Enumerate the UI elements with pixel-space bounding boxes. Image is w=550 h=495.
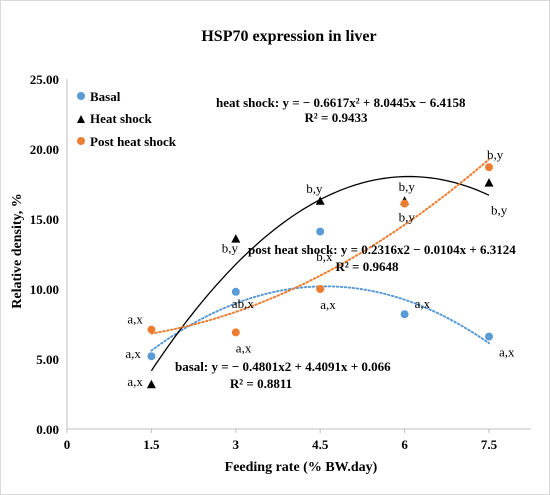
label-post-heat-shock: b,y (399, 210, 416, 225)
label-basal: a,x (499, 345, 515, 360)
chart-title: HSP70 expression in liver (201, 28, 376, 45)
label-post-heat-shock: a,x (236, 340, 252, 355)
point-basal (231, 287, 240, 296)
x-tick-label: 0 (64, 437, 71, 452)
label-basal: a,x (415, 296, 431, 311)
point-basal (147, 352, 156, 361)
legend-label-post-heat-shock: Post heat shock (90, 134, 177, 149)
heat-shock-equation: heat shock: y = − 0.6617x² + 8.0445x − 6… (216, 95, 466, 110)
post-heat-shock-r2: R² = 0.9648 (336, 259, 399, 274)
y-tick-label: 0.00 (36, 422, 59, 437)
point-post-heat-shock (147, 325, 156, 334)
point-post-heat-shock (231, 328, 240, 337)
trendline-basal (150, 285, 490, 352)
point-post-heat-shock (400, 199, 409, 208)
point-heat-shock (315, 196, 325, 205)
trendline-post-heat-shock (150, 158, 490, 335)
point-post-heat-shock (316, 285, 325, 293)
basal-equation: basal: y = − 0.4801x2 + 4.4091x + 0.066 (175, 359, 391, 374)
point-basal (485, 332, 493, 341)
x-tick-label: 6 (401, 437, 408, 452)
heat-shock-r2: R² = 0.9433 (305, 110, 368, 125)
data-points (146, 163, 494, 389)
basal-r2: R² = 0.8811 (230, 376, 292, 391)
point-post-heat-shock (485, 163, 493, 172)
label-heat-shock: b,y (222, 241, 239, 256)
x-tick-label: 4.5 (312, 437, 329, 452)
legend-marker-post-heat-shock (77, 137, 85, 145)
point-heat-shock (231, 234, 241, 243)
point-heat-shock (484, 178, 494, 187)
legend: Basal Heat shock Post heat shock (77, 89, 177, 149)
legend-label-heat-shock: Heat shock (90, 111, 153, 126)
x-tick-label: 3 (233, 437, 240, 452)
x-axis-title: Feeding rate (% BW.day) (225, 460, 378, 475)
y-tick-label: 20.00 (30, 142, 59, 157)
label-post-heat-shock: b,y (487, 147, 504, 162)
x-tick-label: 1.5 (143, 437, 160, 452)
y-axis-title: Relative density, % (10, 193, 25, 309)
label-basal: b,x (316, 249, 333, 264)
post-heat-shock-equation: post heat shock: y = 0.2316x2 − 0.0104x … (248, 242, 516, 257)
axis-ticks: 0 1.5 3 4.5 6 7.5 0.00 5.00 10.00 15.00 20.00 25.00 (30, 72, 498, 452)
point-basal (400, 310, 409, 319)
legend-marker-heat-shock (77, 115, 85, 123)
y-tick-label: 5.00 (36, 352, 59, 367)
trendline-heat-shock (150, 175, 490, 372)
point-heat-shock (146, 379, 156, 389)
y-tick-label: 10.00 (30, 282, 59, 297)
legend-marker-basal (77, 92, 85, 100)
point-basal (316, 227, 325, 236)
legend-label-basal: Basal (90, 89, 121, 104)
label-heat-shock: b,y (399, 179, 416, 194)
label-heat-shock: a,x (127, 374, 143, 389)
y-tick-label: 25.00 (30, 72, 59, 87)
label-post-heat-shock: a,x (320, 297, 336, 312)
y-tick-label: 15.00 (30, 212, 59, 227)
label-heat-shock: b,y (306, 181, 323, 196)
label-heat-shock: b,y (491, 203, 508, 218)
label-basal: ab,x (232, 296, 255, 311)
point-labels: a,x ab,x b,x a,x a,x a,x b,y b,y b,y b,y a,x a,x a,x… (125, 147, 515, 389)
label-basal: a,x (125, 346, 141, 361)
x-tick-label: 7.5 (481, 437, 498, 452)
label-post-heat-shock: a,x (127, 312, 143, 327)
